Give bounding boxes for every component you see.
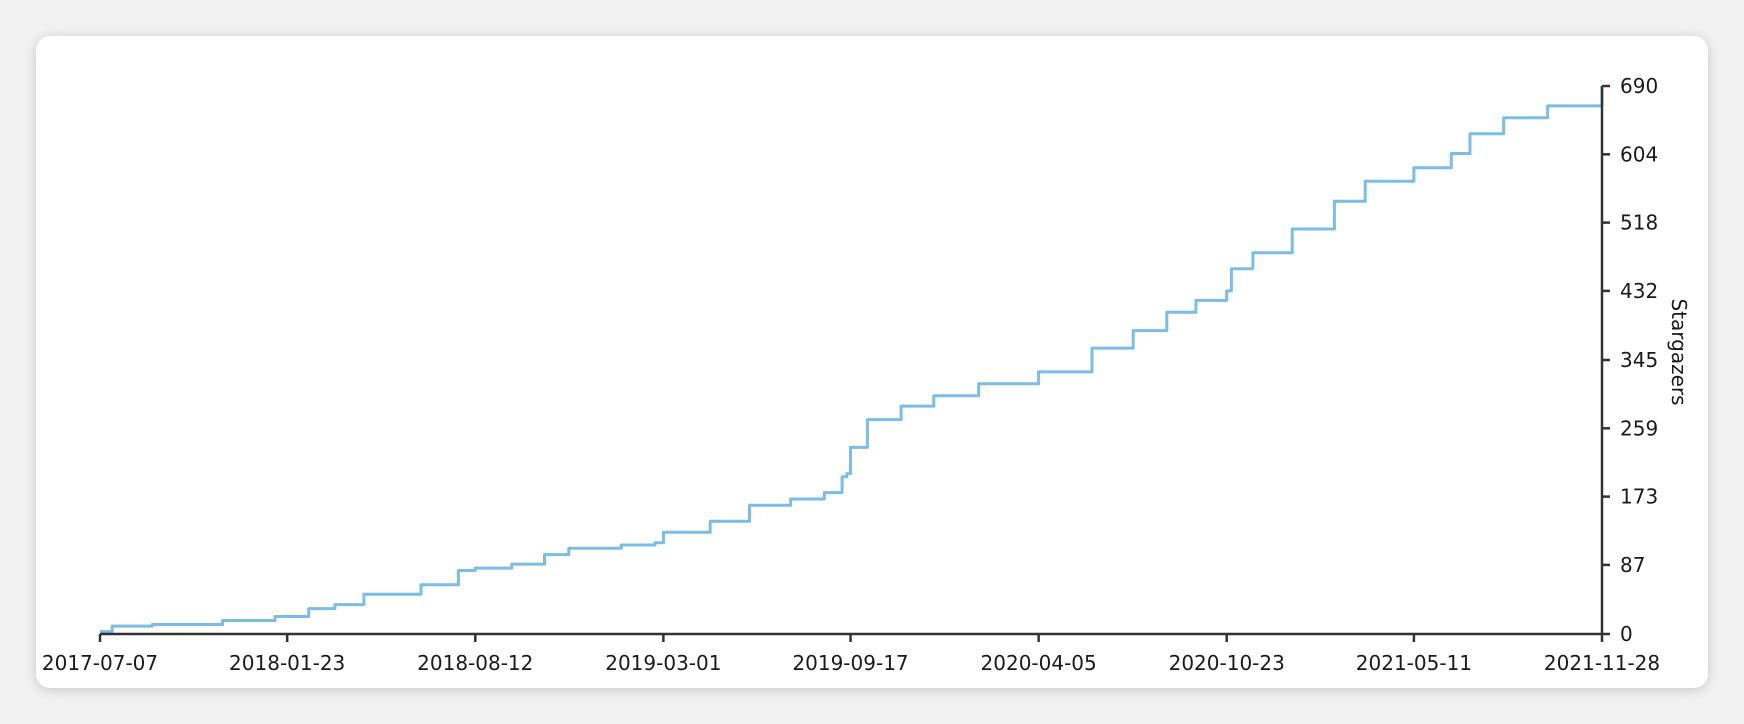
x-tick-label: 2018-01-23 xyxy=(229,651,345,675)
x-tick-label: 2020-10-23 xyxy=(1169,651,1285,675)
x-tick-label: 2021-05-11 xyxy=(1356,651,1472,675)
x-tick-label: 2021-11-28 xyxy=(1544,651,1660,675)
x-axis: 2017-07-07 2018-01-23 2018-08-12 2019-03-01… xyxy=(42,634,1660,675)
y-tick-label: 690 xyxy=(1620,74,1658,98)
x-tick-label: 2020-04-05 xyxy=(981,651,1097,675)
y-tick-label: 432 xyxy=(1620,279,1658,303)
y-tick-label: 518 xyxy=(1620,211,1658,235)
y-tick-label: 87 xyxy=(1620,553,1645,577)
y-tick-label: 0 xyxy=(1620,622,1633,646)
y-axis: 0 87 173 259 345 432 518 604 690 xyxy=(1602,74,1658,646)
x-tick-label: 2019-09-17 xyxy=(792,651,908,675)
x-tick-label: 2017-07-07 xyxy=(42,651,158,675)
series-line xyxy=(100,86,1604,634)
y-axis-title: Stargazers xyxy=(1667,298,1691,405)
x-tick-label: 2018-08-12 xyxy=(417,651,533,675)
y-tick-label: 173 xyxy=(1620,485,1658,509)
y-tick-label: 604 xyxy=(1620,142,1658,166)
y-tick-label: 259 xyxy=(1620,416,1658,440)
x-tick-label: 2019-03-01 xyxy=(605,651,721,675)
y-tick-label: 345 xyxy=(1620,348,1658,372)
chart-card xyxy=(36,36,1708,688)
